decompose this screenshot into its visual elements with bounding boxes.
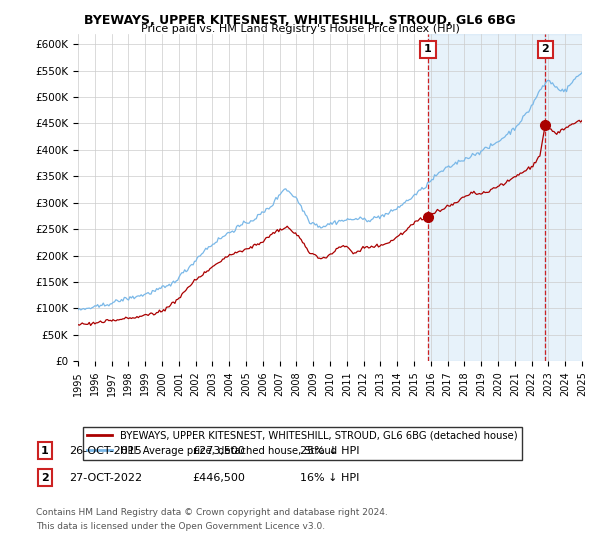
Text: 26-OCT-2015: 26-OCT-2015 [69, 446, 142, 456]
Text: 2: 2 [542, 44, 549, 54]
Text: BYEWAYS, UPPER KITESNEST, WHITESHILL, STROUD, GL6 6BG: BYEWAYS, UPPER KITESNEST, WHITESHILL, ST… [84, 14, 516, 27]
Text: £446,500: £446,500 [192, 473, 245, 483]
Bar [545, 34, 582, 361]
Text: 16% ↓ HPI: 16% ↓ HPI [300, 473, 359, 483]
Text: Price paid vs. HM Land Registry's House Price Index (HPI): Price paid vs. HM Land Registry's House … [140, 24, 460, 34]
Text: 27-OCT-2022: 27-OCT-2022 [69, 473, 142, 483]
Text: 25% ↓ HPI: 25% ↓ HPI [300, 446, 359, 456]
Text: This data is licensed under the Open Government Licence v3.0.: This data is licensed under the Open Gov… [36, 522, 325, 531]
Legend: BYEWAYS, UPPER KITESNEST, WHITESHILL, STROUD, GL6 6BG (detached house), HPI: Ave: BYEWAYS, UPPER KITESNEST, WHITESHILL, ST… [83, 427, 521, 460]
Text: £273,500: £273,500 [192, 446, 245, 456]
Text: 1: 1 [41, 446, 49, 456]
Text: Contains HM Land Registry data © Crown copyright and database right 2024.: Contains HM Land Registry data © Crown c… [36, 508, 388, 517]
Text: 1: 1 [424, 44, 431, 54]
Bar [428, 34, 545, 361]
Text: 2: 2 [41, 473, 49, 483]
